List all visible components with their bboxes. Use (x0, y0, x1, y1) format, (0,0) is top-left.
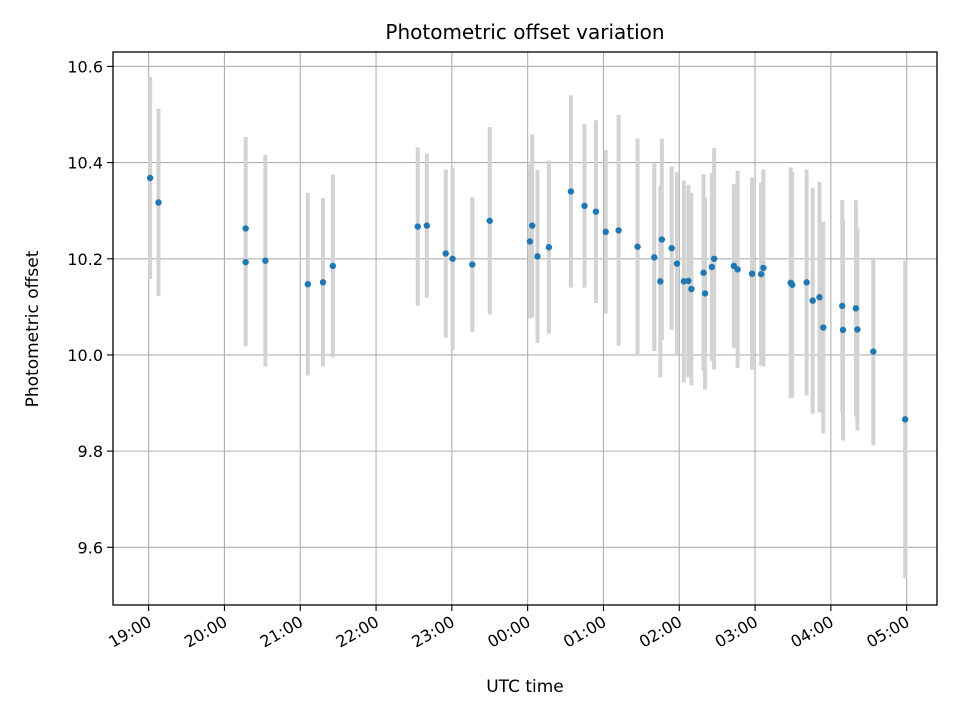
data-point (668, 244, 675, 252)
data-point (803, 279, 810, 286)
data-point (602, 228, 609, 236)
data-point (526, 238, 534, 245)
y-tick-label: 9.6 (78, 538, 103, 557)
data-point (839, 302, 846, 310)
data-point (486, 217, 493, 224)
data-point (839, 326, 847, 334)
data-point (534, 253, 541, 260)
data-point (657, 278, 664, 285)
y-tick-label: 9.8 (78, 442, 103, 461)
data-point (262, 257, 269, 264)
data-point (710, 255, 718, 262)
data-point (701, 290, 709, 297)
y-tick-label: 10.6 (67, 57, 103, 76)
data-point (685, 277, 692, 285)
data-point (615, 227, 622, 234)
y-tick-label: 10.2 (67, 250, 103, 269)
plot-frame (112, 51, 938, 606)
data-point (567, 188, 575, 195)
y-tick-label: 10.0 (67, 346, 103, 365)
data-point (809, 297, 816, 304)
data-point (757, 270, 765, 278)
data-point (658, 236, 666, 243)
data-point (673, 260, 681, 267)
data-point (242, 258, 249, 266)
data-point (734, 266, 741, 273)
data-points (146, 174, 909, 423)
data-point (634, 243, 641, 250)
data-point (748, 270, 756, 277)
data-point (304, 281, 312, 288)
data-point (688, 285, 695, 293)
data-point (146, 174, 154, 182)
data-point (820, 324, 827, 331)
data-point (155, 199, 162, 206)
data-point (901, 416, 909, 423)
data-point (852, 305, 860, 312)
data-point (651, 254, 658, 261)
x-axis-label: UTC time (486, 677, 564, 697)
y-tick-label: 10.4 (67, 154, 103, 173)
data-point (329, 262, 337, 270)
data-point (789, 281, 796, 288)
data-point (242, 225, 249, 232)
data-point (423, 222, 431, 229)
data-point (545, 244, 553, 251)
data-point (529, 222, 536, 229)
y-axis-label: Photometric offset (23, 250, 43, 407)
data-point (760, 264, 767, 272)
data-point (592, 208, 600, 215)
data-point (414, 223, 421, 230)
data-point (870, 348, 877, 355)
data-point (449, 255, 456, 262)
data-point (581, 202, 588, 210)
data-point (700, 269, 707, 276)
data-point (854, 326, 861, 333)
data-point (469, 261, 476, 268)
data-point (442, 250, 449, 257)
data-point (816, 294, 823, 301)
data-point (319, 279, 327, 286)
chart-title: Photometric offset variation (385, 20, 664, 44)
data-point (708, 263, 716, 271)
